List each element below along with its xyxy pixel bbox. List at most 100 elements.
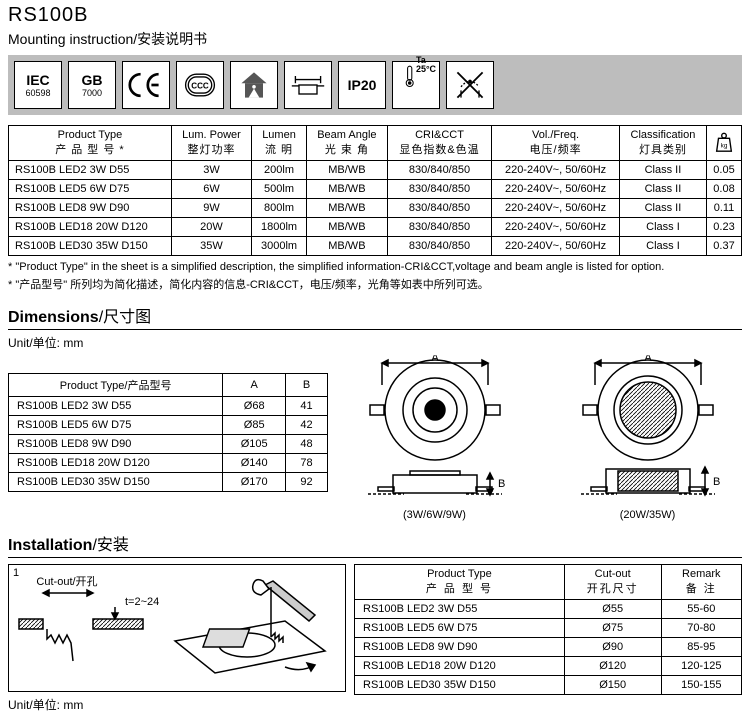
col-lum-power: Lum. Power整灯功率 [171,126,251,161]
spec-cell: 220-240V~, 50/60Hz [492,161,620,180]
cut-cell: Ø120 [564,656,661,675]
spec-cell: Class II [619,199,706,218]
col-classification: Classification灯具类别 [619,126,706,161]
col-weight: kg [707,126,742,161]
ip-icon: IP20 [338,61,386,109]
spec-row: RS100B LED8 9W D909W800lmMB/WB830/840/85… [9,199,742,218]
dim-cell: Ø105 [223,434,286,453]
ta-text-wrap: Ta 25°C [416,56,436,74]
gb-sub: 7000 [82,88,102,98]
spec-cell: 0.23 [707,218,742,237]
install-diagram: Cut-out/开孔 t=2~24 [15,571,339,687]
svg-text:B: B [498,478,505,490]
diagram-small-svg: A B [360,355,510,505]
dim-cell: 41 [286,396,328,415]
spec-cell: Class II [619,180,706,199]
dim-row: RS100B LED5 6W D75Ø8542 [9,415,328,434]
gb-icon: GB 7000 [68,61,116,109]
cut-cell: 55-60 [661,599,741,618]
spec-cell: Class I [619,237,706,256]
spec-row: RS100B LED2 3W D553W200lmMB/WB830/840/85… [9,161,742,180]
spec-cell: 20W [171,218,251,237]
diagram-large-svg: A B [573,355,723,505]
cut-cell: Ø90 [564,637,661,656]
spec-cell: 9W [171,199,251,218]
dim-cell: RS100B LED30 35W D150 [9,472,223,491]
dimensions-title: Dimensions/尺寸图 [8,303,742,330]
dim-cell: Ø85 [223,415,286,434]
diagram-small: A B (3W/6W/9W) [360,355,510,521]
spec-cell: 1800lm [252,218,307,237]
spec-cell: 800lm [252,199,307,218]
cut-col-cutout: Cut-out开孔尺寸 [564,564,661,599]
cut-row: RS100B LED8 9W D90Ø9085-95 [355,637,742,656]
spec-cell: 0.37 [707,237,742,256]
spec-footnote-en: * "Product Type" in the sheet is a simpl… [8,260,742,274]
svg-text:t=2~24: t=2~24 [125,596,159,608]
spec-cell: 220-240V~, 50/60Hz [492,199,620,218]
cut-cell: Ø150 [564,675,661,694]
dim-cell: 92 [286,472,328,491]
dim-cell: 78 [286,453,328,472]
cut-cell: RS100B LED8 9W D90 [355,637,565,656]
spec-cell: 830/840/850 [387,161,491,180]
ta-line2: 25°C [416,64,436,74]
spec-row: RS100B LED30 35W D15035W3000lmMB/WB830/8… [9,237,742,256]
install-unit: Unit/单位: mm [8,696,346,713]
install-step-number: 1 [13,567,19,579]
diagram-large: A B (20W/35W) [573,355,723,521]
cut-cell: 85-95 [661,637,741,656]
svg-text:Cut-out/开孔: Cut-out/开孔 [36,575,97,588]
spec-cell: 0.08 [707,180,742,199]
cut-cell: Ø55 [564,599,661,618]
spec-cell: MB/WB [306,199,387,218]
dim-cell: Ø140 [223,453,286,472]
dim-cell: RS100B LED18 20W D120 [9,453,223,472]
cut-cell: 120-125 [661,656,741,675]
dim-cell: RS100B LED8 9W D90 [9,434,223,453]
dim-row: RS100B LED30 35W D150Ø17092 [9,472,328,491]
page-subtitle: Mounting instruction/安装说明书 [8,29,742,49]
cut-cell: RS100B LED5 6W D75 [355,618,565,637]
col-beam-angle: Beam Angle光 束 角 [306,126,387,161]
spec-cell: 220-240V~, 50/60Hz [492,237,620,256]
spec-cell: 6W [171,180,251,199]
spec-row: RS100B LED18 20W D12020W1800lmMB/WB830/8… [9,218,742,237]
col-product-type: Product Type产 品 型 号 * [9,126,172,161]
house-icon [230,61,278,109]
spec-cell: Class II [619,161,706,180]
spec-row: RS100B LED5 6W D756W500lmMB/WB830/840/85… [9,180,742,199]
dim-cell: RS100B LED2 3W D55 [9,396,223,415]
dim-cell: 42 [286,415,328,434]
spec-cell: RS100B LED18 20W D120 [9,218,172,237]
ccc-icon: CCC [176,61,224,109]
col-lumen: Lumen流 明 [252,126,307,161]
dim-col-b: B [286,373,328,396]
no-cover-icon [446,61,494,109]
dim-cell: Ø170 [223,472,286,491]
spec-cell: RS100B LED2 3W D55 [9,161,172,180]
spec-cell: MB/WB [306,161,387,180]
spec-cell: 3000lm [252,237,307,256]
diagram-large-caption: (20W/35W) [620,509,676,521]
dim-cell: 48 [286,434,328,453]
cut-cell: 150-155 [661,675,741,694]
cut-cell: 70-80 [661,618,741,637]
dimensions-unit: Unit/单位: mm [8,334,742,351]
iec-text: IEC [26,72,49,88]
ce-icon [122,61,170,109]
cut-cell: RS100B LED18 20W D120 [355,656,565,675]
spec-cell: 3W [171,161,251,180]
cut-col-remark: Remark备 注 [661,564,741,599]
spec-cell: 0.05 [707,161,742,180]
spec-cell: 830/840/850 [387,180,491,199]
spec-cell: 0.11 [707,199,742,218]
install-step-box: 1 Cut-out/开孔 t=2~24 [8,564,346,692]
col-vol-freq: Vol./Freq.电压/频率 [492,126,620,161]
installation-title: Installation/安装 [8,531,742,558]
dim-row: RS100B LED18 20W D120Ø14078 [9,453,328,472]
spec-cell: 35W [171,237,251,256]
cut-cell: RS100B LED2 3W D55 [355,599,565,618]
dim-row: RS100B LED2 3W D55Ø6841 [9,396,328,415]
iec-icon: IEC 60598 [14,61,62,109]
